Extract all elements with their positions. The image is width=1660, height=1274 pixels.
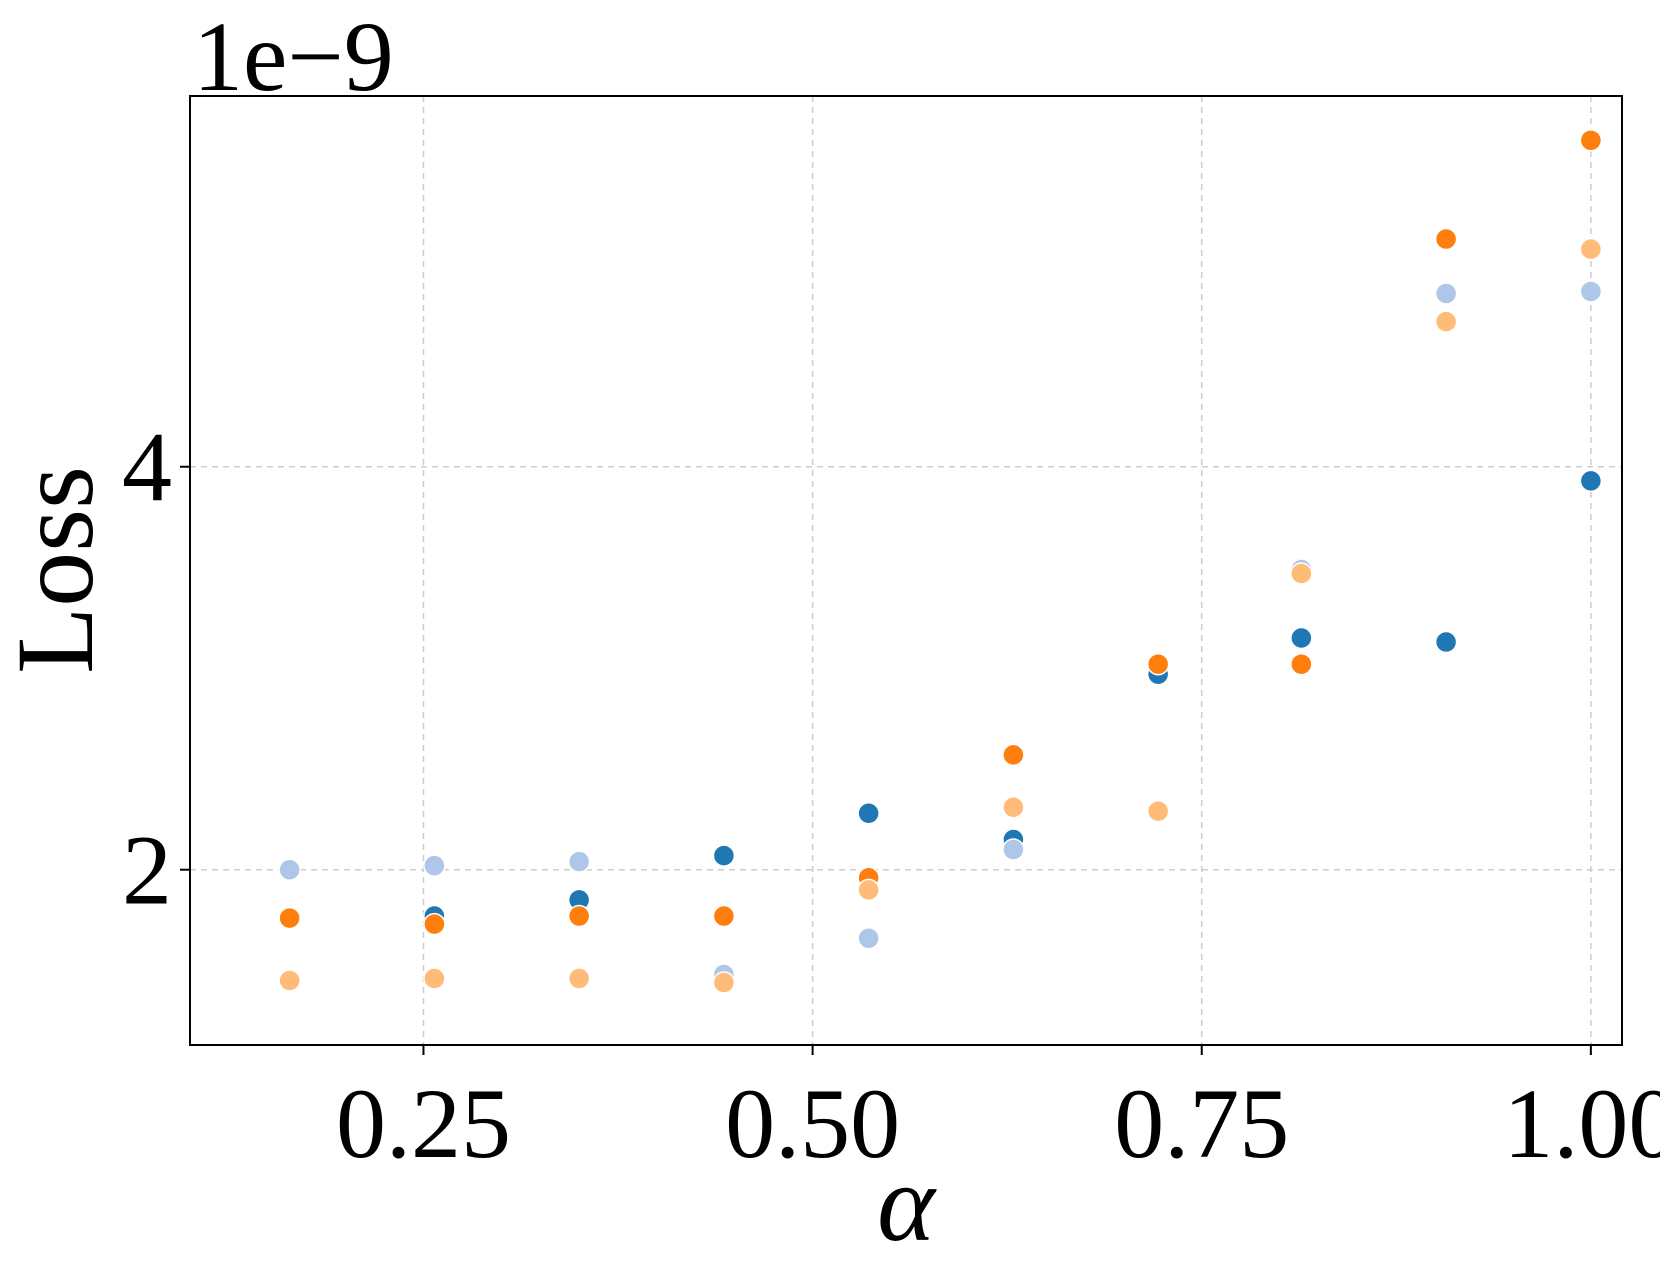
data-point bbox=[1434, 310, 1458, 333]
data-point bbox=[1002, 838, 1025, 861]
data-point bbox=[712, 971, 736, 994]
data-point bbox=[857, 878, 880, 902]
x-tick-label: 1.00 bbox=[1503, 1068, 1660, 1179]
y-offset-label: 1e−9 bbox=[193, 1, 394, 112]
x-tick-label: 0.25 bbox=[336, 1068, 511, 1179]
data-point bbox=[423, 854, 446, 877]
data-point bbox=[712, 904, 736, 928]
data-point bbox=[567, 967, 591, 990]
data-point bbox=[567, 904, 591, 928]
data-point bbox=[278, 969, 301, 992]
data-point bbox=[423, 967, 446, 990]
data-point bbox=[1002, 795, 1025, 819]
x-tick-label: 0.50 bbox=[725, 1068, 900, 1179]
x-tick-label: 0.75 bbox=[1114, 1068, 1289, 1179]
data-point bbox=[1579, 280, 1603, 303]
data-point bbox=[1290, 626, 1313, 650]
y-axis-label: Loss bbox=[0, 466, 116, 674]
y-tick-label: 2 bbox=[122, 815, 172, 926]
data-point bbox=[1146, 800, 1170, 823]
data-point bbox=[1290, 562, 1313, 585]
data-point bbox=[423, 912, 446, 936]
grid-lines bbox=[190, 96, 1622, 1045]
data-point bbox=[278, 858, 301, 881]
data-point bbox=[1434, 630, 1458, 654]
plot-frame bbox=[189, 95, 1623, 1046]
data-points bbox=[278, 129, 1603, 994]
data-point bbox=[1579, 237, 1603, 261]
data-point bbox=[1434, 227, 1458, 251]
data-point bbox=[1579, 469, 1603, 493]
data-point bbox=[1434, 282, 1458, 305]
data-point bbox=[567, 850, 591, 873]
series-3 bbox=[278, 129, 1603, 936]
data-point bbox=[712, 844, 736, 867]
data-point bbox=[1002, 743, 1025, 767]
data-point bbox=[1290, 652, 1313, 676]
x-axis-ticks: 0.25 0.50 0.75 1.00 bbox=[336, 1045, 1660, 1179]
data-point bbox=[1579, 129, 1603, 152]
data-point bbox=[278, 906, 301, 930]
data-point bbox=[857, 926, 880, 950]
series-2 bbox=[278, 280, 1603, 986]
data-point bbox=[1146, 652, 1170, 676]
x-axis-label: α bbox=[877, 1142, 937, 1264]
y-tick-label: 4 bbox=[122, 412, 172, 523]
y-axis-ticks: 24 bbox=[122, 412, 190, 926]
data-point bbox=[857, 802, 880, 825]
series-4 bbox=[278, 237, 1603, 994]
